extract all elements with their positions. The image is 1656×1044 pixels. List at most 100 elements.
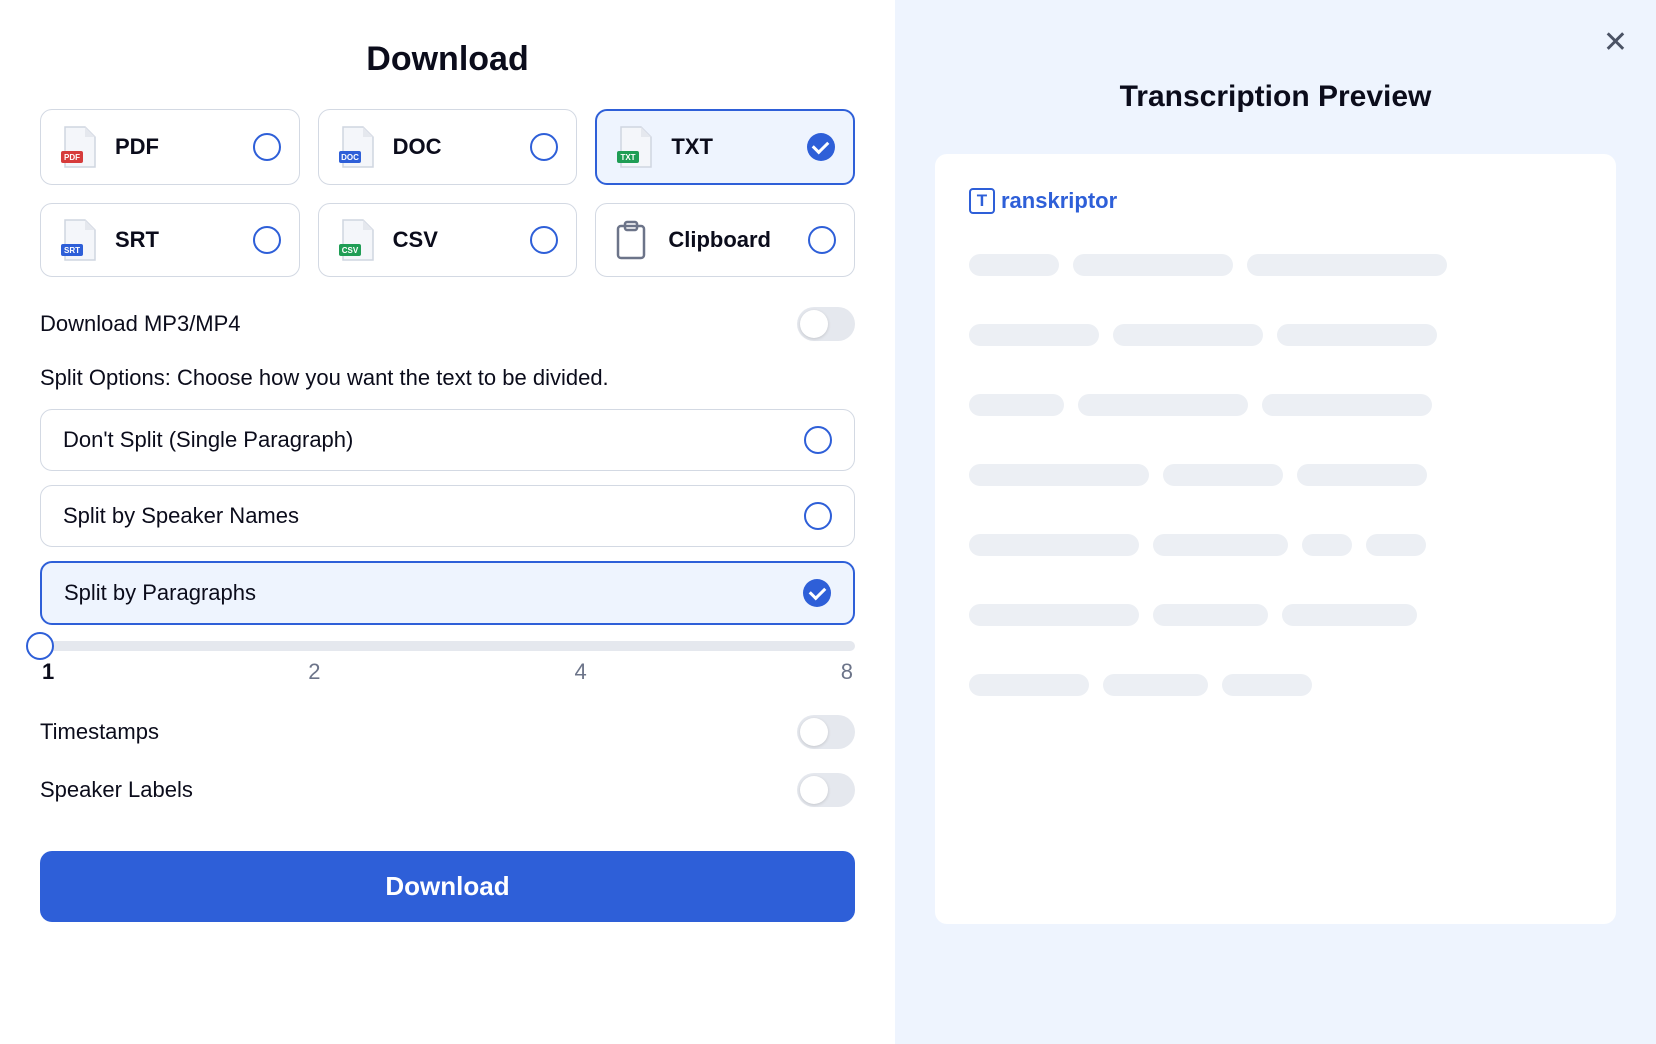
split-option-2[interactable]: Split by Paragraphs	[40, 561, 855, 625]
skeleton-row	[969, 254, 1582, 276]
toggle-knob	[800, 310, 828, 338]
format-csv[interactable]: CSV CSV	[318, 203, 578, 277]
skeleton-row	[969, 604, 1582, 626]
slider-labels: 1 2 4 8	[40, 659, 855, 685]
format-radio[interactable]	[530, 226, 558, 254]
page-title: Download	[40, 40, 855, 79]
file-icon: DOC	[337, 125, 377, 169]
split-option-label: Split by Speaker Names	[63, 503, 299, 529]
split-option-radio[interactable]	[804, 502, 832, 530]
skeleton-bar	[1113, 324, 1263, 346]
format-radio[interactable]	[253, 133, 281, 161]
split-option-radio[interactable]	[804, 426, 832, 454]
format-txt[interactable]: TXT TXT	[595, 109, 855, 185]
preview-panel: ✕ Transcription Preview T ranskriptor	[895, 0, 1656, 1044]
speaker-labels-toggle[interactable]	[797, 773, 855, 807]
slider-tick: 1	[42, 659, 54, 685]
skeleton-bar	[969, 604, 1139, 626]
skeleton-bar	[1302, 534, 1352, 556]
paragraph-slider: 1 2 4 8	[40, 641, 855, 685]
format-radio[interactable]	[253, 226, 281, 254]
format-pdf[interactable]: PDF PDF	[40, 109, 300, 185]
skeleton-bar	[1247, 254, 1447, 276]
format-clipboard[interactable]: Clipboard	[595, 203, 855, 277]
download-button[interactable]: Download	[40, 851, 855, 922]
slider-thumb[interactable]	[26, 632, 54, 660]
speaker-labels-label: Speaker Labels	[40, 777, 193, 803]
close-icon[interactable]: ✕	[1603, 28, 1628, 58]
skeleton-bar	[1366, 534, 1426, 556]
clipboard-icon	[614, 220, 648, 260]
brand-logo: T ranskriptor	[969, 188, 1582, 214]
skeleton-bar	[1222, 674, 1312, 696]
format-label: TXT	[671, 134, 807, 160]
skeleton-row	[969, 324, 1582, 346]
skeleton-row	[969, 534, 1582, 556]
split-options: Don't Split (Single Paragraph) Split by S…	[40, 409, 855, 625]
skeleton-body	[969, 254, 1582, 696]
skeleton-bar	[1153, 604, 1268, 626]
slider-tick: 2	[308, 659, 320, 685]
skeleton-bar	[1073, 254, 1233, 276]
file-icon: TXT	[615, 125, 655, 169]
timestamps-toggle[interactable]	[797, 715, 855, 749]
format-radio[interactable]	[530, 133, 558, 161]
skeleton-bar	[1297, 464, 1427, 486]
skeleton-bar	[969, 324, 1099, 346]
timestamps-row: Timestamps	[40, 715, 855, 749]
skeleton-bar	[1163, 464, 1283, 486]
preview-document: T ranskriptor	[935, 154, 1616, 924]
timestamps-label: Timestamps	[40, 719, 159, 745]
preview-title: Transcription Preview	[935, 80, 1616, 114]
download-media-label: Download MP3/MP4	[40, 311, 241, 337]
skeleton-bar	[969, 464, 1149, 486]
skeleton-bar	[969, 674, 1089, 696]
slider-tick: 4	[575, 659, 587, 685]
format-grid: PDF PDF DOC DOC TXT TXT SRT SRT CSV CSV Clipboard	[40, 109, 855, 277]
toggle-knob	[800, 776, 828, 804]
svg-text:SRT: SRT	[64, 246, 80, 255]
file-icon: PDF	[59, 125, 99, 169]
skeleton-bar	[1262, 394, 1432, 416]
split-option-1[interactable]: Split by Speaker Names	[40, 485, 855, 547]
slider-track[interactable]	[40, 641, 855, 651]
format-label: DOC	[393, 134, 531, 160]
skeleton-bar	[969, 394, 1064, 416]
split-option-label: Split by Paragraphs	[64, 580, 256, 606]
slider-tick: 8	[841, 659, 853, 685]
speaker-labels-row: Speaker Labels	[40, 773, 855, 807]
skeleton-bar	[969, 254, 1059, 276]
download-media-toggle[interactable]	[797, 307, 855, 341]
svg-text:TXT: TXT	[621, 153, 636, 162]
split-option-radio[interactable]	[803, 579, 831, 607]
file-icon: CSV	[337, 218, 377, 262]
skeleton-bar	[1103, 674, 1208, 696]
skeleton-bar	[969, 534, 1139, 556]
format-label: CSV	[393, 227, 531, 253]
brand-icon: T	[969, 188, 995, 214]
svg-text:CSV: CSV	[341, 246, 358, 255]
format-label: Clipboard	[668, 227, 808, 253]
skeleton-row	[969, 394, 1582, 416]
skeleton-row	[969, 464, 1582, 486]
skeleton-bar	[1277, 324, 1437, 346]
skeleton-bar	[1078, 394, 1248, 416]
format-radio[interactable]	[808, 226, 836, 254]
download-media-row: Download MP3/MP4	[40, 307, 855, 341]
brand-text: ranskriptor	[1001, 188, 1117, 214]
split-option-0[interactable]: Don't Split (Single Paragraph)	[40, 409, 855, 471]
svg-text:PDF: PDF	[64, 153, 80, 162]
format-doc[interactable]: DOC DOC	[318, 109, 578, 185]
file-icon: SRT	[59, 218, 99, 262]
split-section-label: Split Options: Choose how you want the t…	[40, 365, 855, 391]
format-srt[interactable]: SRT SRT	[40, 203, 300, 277]
format-label: SRT	[115, 227, 253, 253]
download-panel: Download PDFPDFDOCDOCTXTTXTSRTSRTCSVCSVC…	[0, 0, 895, 1044]
toggle-knob	[800, 718, 828, 746]
skeleton-bar	[1153, 534, 1288, 556]
skeleton-bar	[1282, 604, 1417, 626]
svg-text:DOC: DOC	[341, 153, 359, 162]
format-radio[interactable]	[807, 133, 835, 161]
format-label: PDF	[115, 134, 253, 160]
skeleton-row	[969, 674, 1582, 696]
